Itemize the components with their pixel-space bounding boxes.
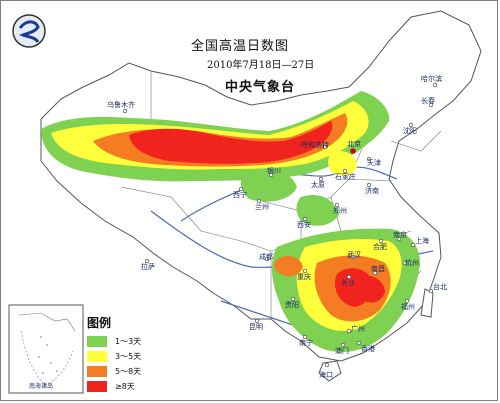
city-label-shijiazhuang: 石家庄 bbox=[335, 173, 356, 181]
map-title: 全国高温日数图 bbox=[191, 39, 290, 54]
legend-label-1-3: 1～3天 bbox=[115, 337, 142, 346]
city-label-hefei: 合肥 bbox=[373, 243, 387, 251]
legend-label-5-8: 5～8天 bbox=[115, 367, 142, 376]
city-label-jinan: 济南 bbox=[365, 187, 379, 195]
city-label-hohhot: 呼和浩特 bbox=[301, 141, 329, 149]
city-label-haikou: 海口 bbox=[319, 371, 333, 379]
city-label-guiyang: 贵阳 bbox=[285, 301, 299, 309]
city-label-kunming: 昆明 bbox=[249, 323, 263, 331]
legend-title: 图例 bbox=[87, 316, 112, 330]
city-label-changsha: 长沙 bbox=[341, 279, 355, 287]
city-label-macau: 澳门 bbox=[335, 347, 349, 355]
inset-label: 南海诸岛 bbox=[29, 383, 54, 390]
legend-swatch-3-5 bbox=[87, 351, 107, 362]
legend-label-3-5: 3～5天 bbox=[115, 352, 142, 361]
city-label-lanzhou: 兰州 bbox=[255, 203, 269, 211]
city-label-xian: 西安 bbox=[297, 221, 311, 229]
city-label-urumqi: 乌鲁木齐 bbox=[107, 101, 135, 109]
heat-zones bbox=[41, 91, 420, 353]
city-label-hangzhou: 杭州 bbox=[405, 259, 419, 267]
city-label-chongqing: 重庆 bbox=[297, 273, 311, 281]
city-label-beijing: 北京 bbox=[347, 140, 361, 148]
city-label-tianjin: 天津 bbox=[367, 159, 381, 167]
legend-swatch-5-8 bbox=[87, 366, 107, 377]
city-label-yinchuan: 银川 bbox=[267, 167, 281, 175]
city-label-chengdu: 成都 bbox=[259, 253, 273, 261]
city-label-lhasa: 拉萨 bbox=[141, 263, 155, 271]
city-label-wuhan: 武汉 bbox=[347, 251, 361, 259]
city-label-guangzhou: 广州 bbox=[351, 325, 365, 333]
city-label-changchun: 长春 bbox=[421, 97, 435, 105]
city-label-xining: 西宁 bbox=[233, 191, 247, 199]
city-label-nanchang: 南昌 bbox=[371, 265, 385, 273]
city-label-taiyuan: 太原 bbox=[311, 181, 325, 189]
legend-swatch-1-3 bbox=[87, 336, 107, 347]
city-label-shanghai: 上海 bbox=[415, 237, 429, 245]
cma-logo bbox=[12, 14, 46, 48]
city-label-nanjing: 南京 bbox=[393, 231, 407, 239]
city-markers bbox=[122, 82, 438, 368]
city-label-harbin: 哈尔滨 bbox=[421, 75, 442, 83]
south-china-sea-inset bbox=[8, 304, 84, 394]
city-label-fuzhou: 福州 bbox=[401, 303, 415, 311]
legend-swatch-8-plus bbox=[87, 381, 107, 392]
legend-label-8-plus: ≥8天 bbox=[115, 382, 135, 391]
hainan-island bbox=[318, 360, 342, 382]
city-label-taipei: 台北 bbox=[433, 283, 447, 291]
city-label-hongkong: 香港 bbox=[361, 345, 375, 353]
city-label-nanning: 南宁 bbox=[299, 339, 313, 347]
map-date-range: 2010年7月18日—27日 bbox=[207, 60, 315, 71]
city-label-zhengzhou: 郑州 bbox=[333, 207, 347, 215]
map-agency: 中央气象台 bbox=[225, 80, 296, 95]
city-label-shenyang: 沈阳 bbox=[403, 127, 417, 135]
